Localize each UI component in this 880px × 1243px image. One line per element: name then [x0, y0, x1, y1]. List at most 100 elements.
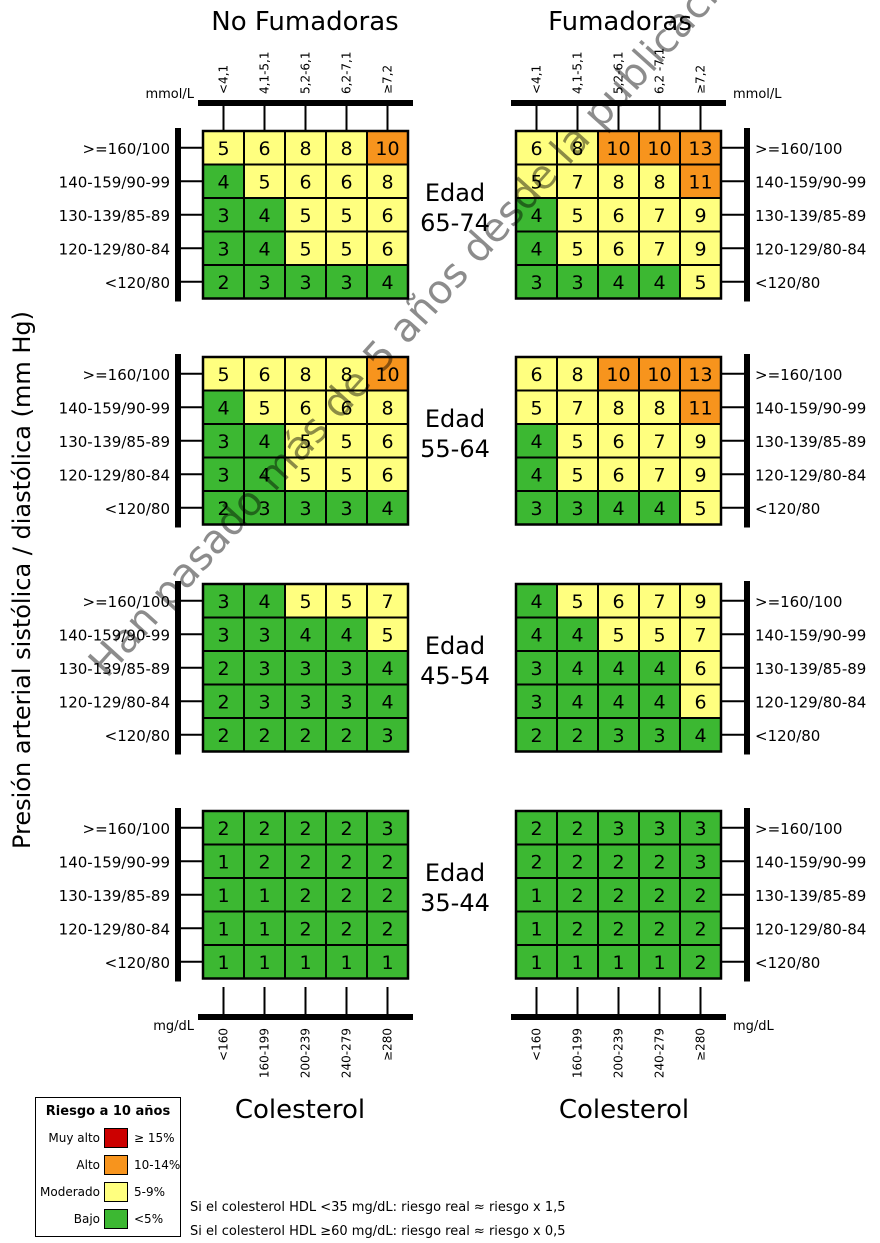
legend-label: Alto [76, 1158, 100, 1172]
risk-value: 4 [612, 691, 624, 713]
risk-value: 2 [340, 885, 352, 907]
risk-cell [515, 389, 558, 425]
risk-value: 3 [612, 725, 624, 747]
bp-scale-bar-left [175, 581, 181, 755]
risk-value: 7 [571, 171, 583, 193]
risk-value: 10 [375, 364, 399, 386]
x-axis-label-smokers: Colesterol [559, 1095, 689, 1125]
risk-value: 2 [217, 691, 229, 713]
legend-row-bajo: Bajo <5% [36, 1209, 182, 1229]
risk-value: 4 [530, 624, 542, 646]
risk-cell [679, 877, 722, 913]
risk-value: 5 [340, 591, 352, 613]
risk-value: 5 [217, 138, 229, 160]
grid-border [514, 809, 723, 980]
column-title-smokers: Fumadoras [548, 7, 692, 37]
risk-value: 5 [653, 624, 665, 646]
risk-cell [679, 230, 722, 266]
risk-value: 10 [647, 364, 671, 386]
risk-value: 9 [694, 591, 706, 613]
bp-scale-bar-left [175, 128, 181, 302]
risk-cell [679, 650, 722, 686]
age-label: 45-54 [420, 662, 490, 690]
risk-cell [284, 616, 327, 652]
risk-value: 1 [571, 952, 583, 974]
grid-border [201, 582, 410, 753]
risk-value: 5 [299, 238, 311, 260]
risk-value: 2 [571, 918, 583, 940]
risk-value: 6 [340, 171, 352, 193]
bp-scale-bar-left [175, 808, 181, 982]
scale-bar-bottom [198, 1014, 413, 1020]
risk-value: 2 [653, 851, 665, 873]
risk-cell [366, 944, 409, 980]
bp-label-right: 140-159/90-99 [755, 399, 866, 417]
risk-value: 2 [381, 885, 393, 907]
risk-value: 2 [694, 918, 706, 940]
risk-value: 2 [653, 885, 665, 907]
risk-value: 6 [530, 138, 542, 160]
risk-value: 6 [258, 138, 270, 160]
risk-value: 2 [299, 818, 311, 840]
bp-label-left: 130-139/85-89 [59, 887, 170, 905]
risk-value: 3 [299, 691, 311, 713]
risk-cell [515, 843, 558, 879]
risk-cell [325, 944, 368, 980]
risk-cell [679, 356, 722, 392]
unit-label-bottom-right: mg/dL [733, 1019, 775, 1034]
risk-value: 4 [530, 431, 542, 453]
risk-value: 1 [381, 952, 393, 974]
legend-row-alto: Alto 10-14% [36, 1155, 182, 1175]
bp-label-left: 120-129/80-84 [59, 466, 170, 484]
risk-value: 6 [258, 364, 270, 386]
risk-value: 3 [217, 205, 229, 227]
tick-label-mgdl: 200-239 [299, 1028, 313, 1078]
risk-cell [638, 456, 681, 492]
risk-value: 8 [381, 397, 393, 419]
risk-cell [243, 717, 286, 753]
bp-label-right: <120/80 [755, 954, 820, 972]
risk-cell [679, 910, 722, 946]
risk-value: 4 [217, 171, 229, 193]
risk-cell [325, 423, 368, 459]
risk-value: 3 [217, 624, 229, 646]
scale-bar-top [511, 100, 726, 106]
legend-range: 5-9% [134, 1185, 166, 1199]
tick-label-mgdl: <160 [530, 1028, 544, 1061]
risk-cell [284, 197, 327, 233]
risk-value: 7 [694, 624, 706, 646]
age-label: 55-64 [420, 435, 490, 463]
bp-label-right: 140-159/90-99 [755, 853, 866, 871]
risk-value: 1 [258, 885, 270, 907]
bp-label-right: >=160/100 [755, 593, 842, 611]
risk-value: 4 [653, 272, 665, 294]
risk-value: 2 [571, 818, 583, 840]
risk-value: 3 [299, 272, 311, 294]
risk-value: 5 [571, 431, 583, 453]
risk-value: 4 [612, 658, 624, 680]
risk-value: 3 [530, 272, 542, 294]
risk-value: 4 [381, 691, 393, 713]
age-label: 65-74 [420, 209, 490, 237]
risk-value: 4 [381, 272, 393, 294]
risk-value: 4 [530, 238, 542, 260]
risk-value: 3 [299, 498, 311, 520]
risk-value: 10 [375, 138, 399, 160]
risk-value: 5 [381, 624, 393, 646]
tick-label-mgdl: ≥280 [381, 1028, 395, 1061]
tick-label-mmol: 5,2-6,1 [299, 52, 313, 95]
risk-value: 3 [694, 851, 706, 873]
bp-label-right: 120-129/80-84 [755, 240, 866, 258]
risk-cell [638, 423, 681, 459]
y-axis-label: Presión arterial sistólica / diastólica … [8, 311, 36, 849]
risk-value: 6 [694, 658, 706, 680]
scale-bar-bottom [511, 1014, 726, 1020]
risk-value: 5 [694, 272, 706, 294]
risk-value: 6 [612, 591, 624, 613]
risk-value: 6 [299, 171, 311, 193]
risk-cell [284, 683, 327, 719]
risk-value: 7 [653, 591, 665, 613]
risk-value: 9 [694, 238, 706, 260]
bp-label-right: 140-159/90-99 [755, 626, 866, 644]
